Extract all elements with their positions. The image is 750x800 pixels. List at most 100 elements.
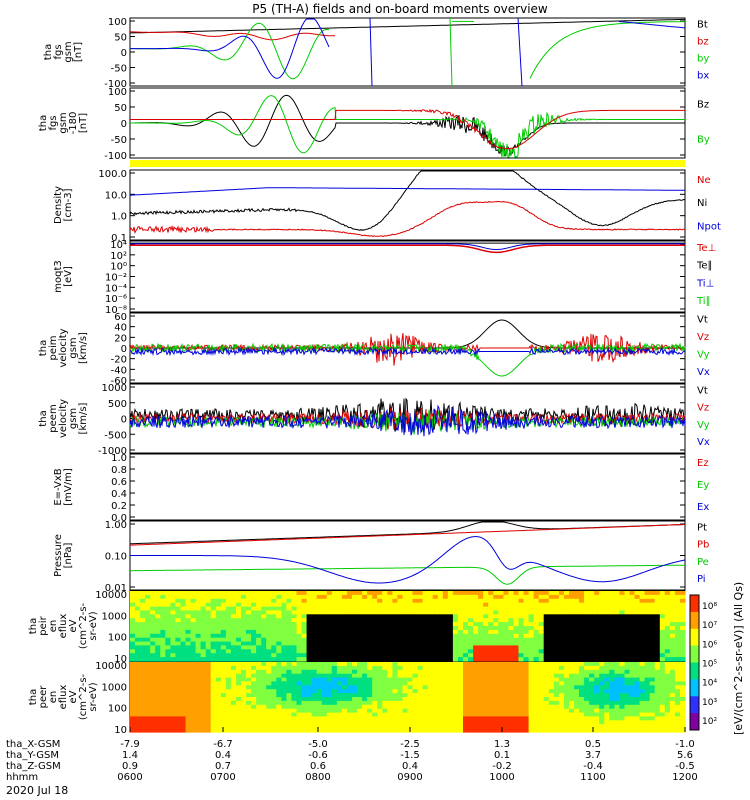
spectrogram-cell bbox=[417, 720, 424, 725]
spectrogram-cell bbox=[296, 653, 303, 658]
spectrogram-cell bbox=[230, 602, 237, 608]
y-tick-label: 10² bbox=[110, 251, 127, 262]
spectrogram-cell bbox=[664, 641, 671, 647]
spectrogram-cell bbox=[185, 618, 192, 623]
spectrogram-cell bbox=[604, 720, 610, 725]
spectrogram-cell bbox=[402, 594, 409, 600]
spectrogram-cell bbox=[644, 591, 651, 596]
spectrogram-cell bbox=[301, 657, 308, 662]
spectrogram-cell bbox=[241, 704, 247, 710]
spectrogram-cell bbox=[463, 669, 469, 675]
spectrogram-cell bbox=[306, 645, 313, 650]
spectrogram-cell bbox=[493, 685, 499, 690]
spectrogram-cell bbox=[180, 700, 187, 706]
spectrogram-cell bbox=[251, 606, 257, 612]
spectrogram-cell bbox=[276, 618, 282, 623]
spectrogram-cell bbox=[589, 637, 595, 643]
spectrogram-cell bbox=[644, 653, 651, 658]
spectrogram-cell bbox=[533, 641, 540, 647]
spectrogram-cell bbox=[634, 637, 641, 643]
spectrogram-cell bbox=[513, 704, 520, 710]
spectrogram-cell bbox=[331, 724, 338, 729]
spectrogram-cell bbox=[185, 641, 192, 647]
spectrogram-cell bbox=[296, 704, 303, 710]
spectrogram-cell bbox=[281, 689, 287, 694]
spectrogram-cell bbox=[382, 618, 388, 623]
spectrogram-cell bbox=[271, 712, 277, 718]
spectrogram-cell bbox=[417, 708, 424, 714]
spectrogram-cell bbox=[493, 610, 499, 615]
spectrogram-peir bbox=[130, 591, 686, 662]
spectrogram-cell bbox=[584, 637, 590, 643]
spectrogram-cell bbox=[523, 622, 530, 627]
spectrogram-cell bbox=[155, 700, 161, 706]
spectrogram-cell bbox=[649, 708, 656, 714]
spectrogram-cell bbox=[523, 657, 530, 662]
spectrogram-cell bbox=[150, 641, 156, 647]
spectrogram-cell bbox=[669, 677, 676, 683]
spectrogram-cell bbox=[442, 629, 449, 635]
spectrogram-cell bbox=[256, 681, 262, 686]
spectrogram-cell bbox=[412, 720, 419, 725]
spectrogram-cell bbox=[619, 618, 625, 623]
spectrogram-cell bbox=[331, 618, 338, 623]
spectrogram-cell bbox=[246, 602, 252, 608]
spectrogram-cell bbox=[382, 629, 388, 635]
spectrogram-cell bbox=[397, 728, 403, 733]
spectrogram-cell bbox=[246, 712, 252, 718]
spectrogram-cell bbox=[357, 629, 363, 635]
spectrogram-cell bbox=[563, 665, 570, 671]
spectrogram-cell bbox=[553, 637, 560, 643]
spectrogram-cell bbox=[347, 610, 353, 615]
spectrogram-cell bbox=[594, 618, 600, 623]
spectrogram-cell bbox=[569, 591, 575, 596]
spectrogram-cell bbox=[296, 641, 303, 647]
y-tick-label: 0.10 bbox=[105, 552, 127, 563]
legend-vz: Vz bbox=[697, 332, 709, 343]
spectrogram-cell bbox=[574, 594, 580, 600]
spectrogram-cell bbox=[432, 657, 439, 662]
spectrogram-cell bbox=[291, 618, 298, 623]
spectrogram-cell bbox=[493, 708, 499, 714]
spectrogram-cell bbox=[321, 633, 328, 639]
spectrogram-cell bbox=[654, 629, 661, 635]
spectrogram-cell bbox=[185, 657, 192, 662]
spectrogram-cell bbox=[321, 712, 328, 718]
spectrogram-cell bbox=[145, 693, 151, 698]
spectrogram-cell bbox=[241, 712, 247, 718]
spectrogram-cell bbox=[251, 602, 257, 608]
spectrogram-cell bbox=[629, 649, 636, 654]
x-row-value: -0.5 bbox=[675, 761, 695, 772]
spectrogram-cell bbox=[230, 633, 237, 639]
spectrogram-cell bbox=[528, 689, 535, 694]
spectrogram-cell bbox=[614, 697, 620, 702]
spectrogram-cell bbox=[543, 712, 550, 718]
spectrogram-cell bbox=[357, 697, 363, 702]
spectrogram-cell bbox=[225, 697, 232, 702]
spectrogram-cell bbox=[341, 700, 348, 706]
spectrogram-cell bbox=[563, 708, 570, 714]
legend-te⊥: Te⊥ bbox=[696, 243, 716, 254]
spectrogram-cell bbox=[190, 728, 197, 733]
spectrogram-cell bbox=[437, 728, 444, 733]
spectrogram-cell bbox=[326, 724, 333, 729]
spectrogram-cell bbox=[654, 700, 661, 706]
spectrogram-cell bbox=[377, 641, 383, 647]
spectrogram-cell bbox=[508, 673, 514, 679]
spectrogram-cell bbox=[417, 677, 424, 683]
spectrogram-cell bbox=[468, 689, 474, 694]
spectrogram-cell bbox=[261, 657, 267, 662]
spectrogram-cell bbox=[508, 633, 514, 639]
spectrogram-cell bbox=[604, 708, 610, 714]
spectrogram-cell bbox=[195, 728, 202, 733]
spectrogram-cell bbox=[377, 602, 383, 608]
spectrogram-cell bbox=[654, 594, 661, 600]
spectrogram-cell bbox=[341, 693, 348, 698]
spectrogram-cell bbox=[316, 610, 323, 615]
spectrogram-cell bbox=[311, 665, 318, 671]
spectrogram-cell bbox=[493, 618, 499, 623]
spectrogram-cell bbox=[160, 626, 166, 631]
spectrogram-cell bbox=[190, 708, 197, 714]
legend-pe: Pe bbox=[697, 557, 709, 568]
spectrogram-cell bbox=[447, 649, 454, 654]
